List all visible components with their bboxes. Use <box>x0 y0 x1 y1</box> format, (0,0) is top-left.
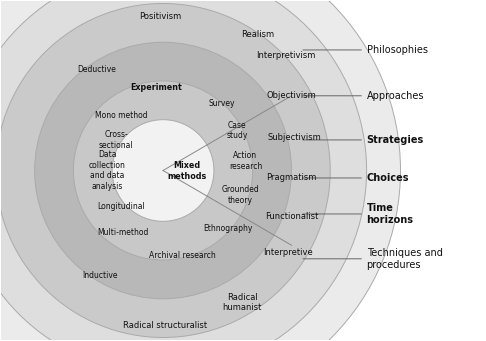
Text: Mixed
methods: Mixed methods <box>168 162 207 181</box>
Text: Ethnography: Ethnography <box>203 224 252 233</box>
Text: Action
research: Action research <box>229 151 262 171</box>
Text: Survey: Survey <box>208 99 235 108</box>
Text: Archival research: Archival research <box>149 251 216 260</box>
Text: Functionalist: Functionalist <box>265 212 318 221</box>
Text: Longitudinal: Longitudinal <box>97 202 145 211</box>
Ellipse shape <box>0 0 400 341</box>
Ellipse shape <box>73 81 253 260</box>
Text: Inductive: Inductive <box>82 271 118 280</box>
Text: Philosophies: Philosophies <box>366 45 428 55</box>
Text: Positivism: Positivism <box>139 13 182 21</box>
Text: Approaches: Approaches <box>366 91 424 101</box>
Text: Pragmatism: Pragmatism <box>266 173 317 182</box>
Ellipse shape <box>0 3 330 338</box>
Text: Choices: Choices <box>366 173 409 183</box>
Text: Time
horizons: Time horizons <box>366 203 414 225</box>
Text: Experiment: Experiment <box>130 83 182 92</box>
Text: Objectivism: Objectivism <box>267 91 316 100</box>
Text: Realism: Realism <box>241 30 274 39</box>
Text: Data
collection
and data
analysis: Data collection and data analysis <box>89 150 126 191</box>
Text: Interpretivism: Interpretivism <box>256 50 315 60</box>
Text: Case
study: Case study <box>226 121 248 140</box>
Text: Mono method: Mono method <box>95 111 147 120</box>
Text: Radical
humanist: Radical humanist <box>222 293 262 312</box>
Ellipse shape <box>35 42 292 299</box>
Ellipse shape <box>0 0 366 341</box>
Text: Interpretive: Interpretive <box>263 248 312 257</box>
Text: Cross-
sectional: Cross- sectional <box>99 130 133 150</box>
Ellipse shape <box>112 120 214 221</box>
Text: Strategies: Strategies <box>366 135 424 145</box>
Text: Techniques and
procedures: Techniques and procedures <box>366 248 442 270</box>
Text: Deductive: Deductive <box>77 65 116 74</box>
Text: Grounded
theory: Grounded theory <box>222 185 260 205</box>
Text: Subjectivism: Subjectivism <box>267 133 321 142</box>
Text: Multi-method: Multi-method <box>97 228 149 237</box>
Text: Radical structuralist: Radical structuralist <box>123 321 208 329</box>
